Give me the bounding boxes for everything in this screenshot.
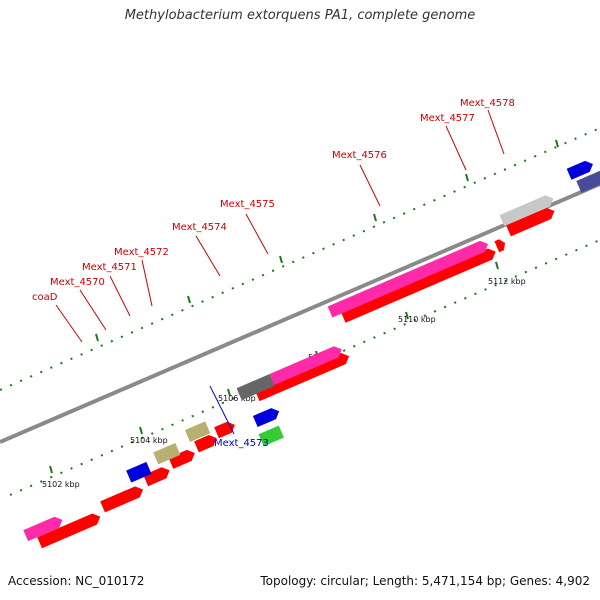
gene-arrow	[494, 239, 506, 253]
gene-arrow	[506, 207, 555, 237]
gene-arrow	[499, 195, 554, 227]
gene-label: Mext_4578	[460, 98, 515, 109]
gene-label: Mext_4570	[50, 277, 105, 288]
gene-arrow	[23, 516, 63, 542]
gene-arrow	[269, 346, 342, 386]
tick-label: 5102 kbp	[42, 480, 80, 489]
gene-arrow	[566, 160, 593, 180]
map-title: Methylobacterium extorquens PA1, complet…	[124, 8, 476, 23]
gene-arrow	[214, 421, 235, 439]
tick-label: 5110 kbp	[398, 315, 436, 324]
gene-arrow	[37, 513, 101, 549]
gene-label: Mext_4573	[214, 438, 269, 449]
label-leader-blue	[209, 385, 235, 435]
gene-label: Mext_4575	[220, 199, 275, 210]
gene-arrow	[327, 240, 489, 318]
gene-block	[153, 442, 181, 465]
label-leaders	[55, 109, 505, 343]
gene-arrow	[168, 449, 195, 469]
major-ticks	[49, 139, 559, 474]
genome-summary-text: Topology: circular; Length: 5,471,154 bp…	[260, 574, 590, 588]
gene-block	[576, 165, 600, 193]
gene-arrow	[194, 435, 217, 453]
gene-features	[23, 160, 600, 549]
gene-block	[184, 421, 211, 443]
tick-label: 5112 kbp	[488, 277, 526, 286]
gene-block	[126, 461, 152, 483]
gene-label: Mext_4576	[332, 150, 387, 161]
gene-arrow	[340, 248, 496, 323]
gene-block	[236, 373, 275, 401]
gene-label: coaD	[32, 292, 58, 303]
gene-labels: coaD Mext_4570 Mext_4571 Mext_4572 Mext_…	[32, 98, 515, 449]
gene-label: Mext_4571	[82, 262, 137, 273]
gene-label: Mext_4572	[114, 247, 169, 258]
gene-label: Mext_4574	[172, 222, 227, 233]
genome-backbone	[0, 182, 600, 444]
gene-arrow	[252, 408, 280, 428]
accession-text: Accession: NC_010172	[8, 574, 145, 588]
gene-arrow	[143, 467, 170, 487]
gene-arrow	[254, 352, 350, 402]
gene-block	[258, 425, 284, 447]
gene-arrow	[100, 486, 144, 513]
tick-label: 5106 kbp	[218, 394, 256, 403]
tick-label: 5104 kbp	[130, 436, 168, 445]
gene-label: Mext_4577	[420, 113, 475, 124]
